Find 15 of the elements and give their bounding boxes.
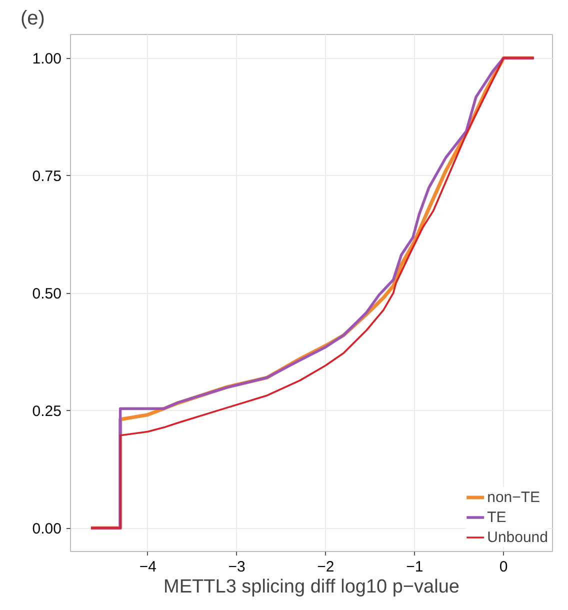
- text: (e): [20, 8, 45, 30]
- y-tick-label: 0.75: [32, 168, 62, 185]
- legend-label: TE: [487, 508, 508, 526]
- x-axis-title: METTL3 splicing diff log10 p−value: [164, 576, 460, 598]
- x-tick-label: −2: [317, 558, 334, 576]
- y-tick-label: 0.00: [32, 520, 62, 538]
- legend-label: non−TE: [487, 488, 540, 506]
- x-tick-label: 0: [499, 558, 508, 576]
- x-tick-label: −4: [139, 558, 156, 576]
- y-tick-label: 0.25: [32, 403, 62, 420]
- x-tick-label: −3: [228, 558, 246, 576]
- y-tick-label: 0.50: [32, 286, 62, 302]
- legend-label: Unbound: [487, 528, 548, 546]
- x-tick-label: −1: [406, 558, 424, 576]
- y-tick-label: 1.00: [32, 50, 62, 68]
